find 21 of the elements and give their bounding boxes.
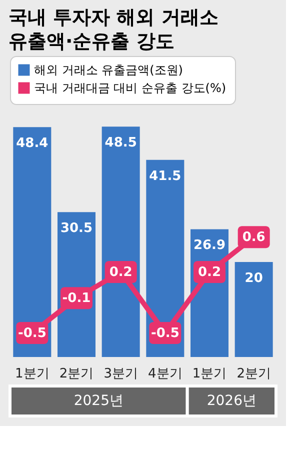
text: 2025년: [74, 393, 124, 409]
x-tick-label: 1분기: [15, 366, 50, 382]
data-label: 41.5: [149, 168, 182, 184]
data-label: 26.9: [193, 238, 226, 254]
text: 2026년: [206, 393, 256, 409]
bar: [234, 262, 273, 357]
x-tick-label: 3분기: [104, 366, 138, 382]
legend-label: 해외 거래소 유출금액(조원): [34, 63, 183, 77]
bar: [102, 126, 140, 357]
bar: [13, 127, 52, 357]
data-label: 48.4: [16, 136, 48, 152]
bar: [146, 160, 184, 357]
x-tick-label: 2분기: [59, 366, 94, 382]
x-tick-label: 4분기: [148, 366, 182, 382]
x-tick-label: 1분기: [192, 366, 227, 382]
legend-label: 국내 거래대금 대비 순유출 강도(%): [34, 81, 226, 95]
data-label: 20: [244, 270, 263, 286]
data-label: 30.5: [60, 221, 93, 236]
data-label: 48.5: [104, 136, 137, 151]
x-tick-label: 2분기: [236, 366, 271, 382]
chart-title: 국내 투자자 해외 거래소 유출액·순유출 강도: [8, 6, 218, 52]
